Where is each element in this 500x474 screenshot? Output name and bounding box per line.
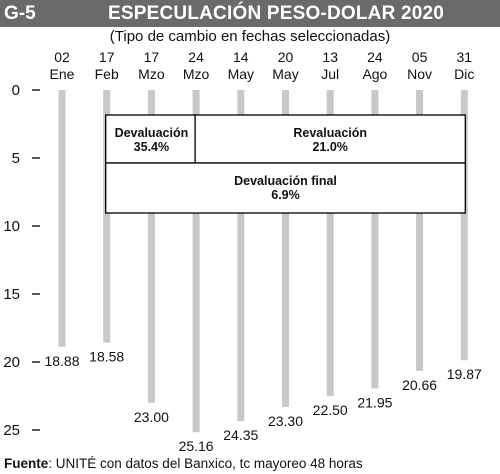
source-label: Fuente — [4, 456, 49, 471]
y-tick-label: 10 — [3, 218, 20, 235]
annotation-label: Devaluación final — [234, 174, 337, 188]
data-label: 22.50 — [313, 402, 348, 418]
x-tick-label-month: Jul — [321, 66, 339, 82]
bar — [326, 90, 334, 396]
y-tick-label: 15 — [3, 286, 20, 303]
x-tick-label-month: Ene — [50, 66, 75, 82]
annotation-value: 35.4% — [134, 140, 169, 154]
data-label: 19.87 — [447, 366, 482, 382]
y-tick-label: 25 — [3, 422, 20, 439]
x-tick-label-month: May — [228, 66, 254, 82]
bar — [192, 90, 200, 433]
bar — [460, 90, 468, 361]
x-tick-label-day: 02 — [54, 49, 70, 65]
data-label: 20.66 — [402, 377, 437, 393]
bar — [58, 90, 66, 347]
y-tick-label: 5 — [12, 150, 20, 167]
x-tick-label-month: Dic — [454, 66, 474, 82]
x-tick-label-month: May — [272, 66, 298, 82]
data-label: 18.58 — [89, 349, 124, 365]
annotation-label: Revaluación — [293, 126, 367, 140]
figure-code: G-5 — [4, 3, 36, 24]
source-note: Fuente: UNITÉ con datos del Banxico, tc … — [4, 456, 363, 471]
annotation-box — [105, 162, 466, 214]
title-bar — [0, 0, 500, 27]
data-label: 24.35 — [223, 427, 258, 443]
source-text: : UNITÉ con datos del Banxico, tc mayore… — [48, 456, 363, 471]
annotation-value: 6.9% — [271, 188, 300, 202]
x-tick-label-day: 31 — [457, 49, 473, 65]
chart-subtitle: (Tipo de cambio en fechas seleccionadas) — [109, 28, 391, 45]
annotation-box — [105, 114, 198, 164]
y-tick-label: 0 — [12, 82, 20, 99]
bar — [282, 90, 289, 407]
y-tick-label: 20 — [3, 354, 20, 371]
chart-title: ESPECULACIÓN PESO-DOLAR 2020 — [108, 3, 445, 24]
data-label: 23.00 — [134, 409, 169, 425]
x-tick-label-day: 24 — [367, 49, 383, 65]
bar-chart: 051015202502Ene17Feb17Mzo24Mzo14May20May… — [3, 49, 482, 454]
data-label: 21.95 — [357, 395, 392, 411]
x-tick-label-month: Nov — [407, 66, 432, 82]
x-tick-label-month: Ago — [362, 66, 387, 82]
x-tick-label-day: 20 — [278, 49, 294, 65]
bar — [103, 90, 111, 343]
bar — [147, 90, 155, 403]
x-tick-label-day: 17 — [144, 49, 160, 65]
x-tick-label-month: Mzo — [138, 66, 165, 82]
annotation-label: Devaluación — [115, 126, 189, 140]
data-label: 25.16 — [179, 438, 214, 454]
data-label: 18.88 — [44, 353, 79, 369]
x-tick-label-month: Mzo — [183, 66, 210, 82]
data-label: 23.30 — [268, 413, 303, 429]
bar — [416, 90, 424, 371]
x-tick-label-day: 05 — [412, 49, 428, 65]
annotation-value: 21.0% — [312, 140, 347, 154]
x-tick-label-month: Feb — [95, 66, 119, 82]
x-tick-label-day: 17 — [99, 49, 115, 65]
bar — [237, 90, 245, 422]
x-tick-label-day: 24 — [188, 49, 204, 65]
x-tick-label-day: 14 — [233, 49, 249, 65]
bar — [371, 90, 379, 389]
annotation-box — [194, 114, 466, 164]
x-tick-label-day: 13 — [322, 49, 338, 65]
